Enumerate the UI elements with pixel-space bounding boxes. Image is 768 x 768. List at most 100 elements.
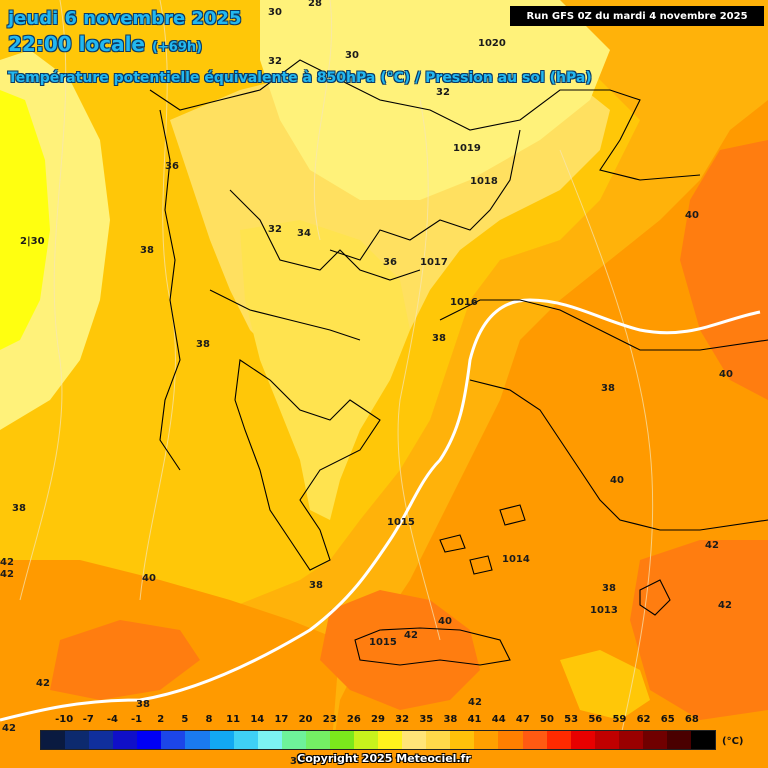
coastline-island (439, 534, 466, 553)
scale-color-cell (474, 731, 499, 749)
scale-color-cell (161, 731, 186, 749)
coastline-black-sea (329, 129, 521, 261)
scale-tick-label: 5 (181, 714, 189, 725)
field-pale-yellow-region (260, 0, 610, 200)
scale-tick-label: 41 (467, 714, 482, 725)
scale-color-cell (257, 731, 282, 749)
border-line (229, 189, 421, 281)
theta-isoline (19, 0, 67, 601)
theta-label: 42 (395, 752, 409, 763)
theta-label: 40 (438, 616, 452, 627)
scale-color-cell (209, 731, 234, 749)
theta-label: 38 (601, 383, 615, 394)
theta-label: 38 (196, 339, 210, 350)
scale-tick-label: 23 (322, 714, 337, 725)
scale-color-cell (65, 731, 90, 749)
bold-isotherm (0, 298, 761, 722)
parameter-title: Température potentielle équivalente à 85… (8, 70, 592, 86)
coastline-turkey (469, 379, 768, 531)
theta-label: 2|30 (20, 236, 45, 247)
scale-tick-label: 44 (491, 714, 506, 725)
theta-isoline (313, 0, 333, 241)
scale-color-cell (642, 731, 668, 749)
coastline-island (499, 504, 526, 526)
scale-tick-label: 29 (371, 714, 385, 725)
scale-color-cell (137, 731, 162, 749)
scale-color-cell (185, 731, 210, 749)
theta-label: 30 (268, 7, 282, 18)
theta-label: 34 (297, 228, 311, 239)
coastline-adriatic (159, 109, 181, 471)
theta-label: 42 (36, 678, 50, 689)
scale-tick-label: -10 (55, 714, 74, 725)
scale-tick-label: 59 (612, 714, 627, 725)
theta-label: 32 (268, 56, 282, 67)
theta-label: 42 (2, 723, 16, 734)
theta-label: 32 (436, 87, 450, 98)
theta-label: 36 (165, 161, 179, 172)
border-line (209, 289, 361, 341)
scale-color-cell (329, 731, 355, 749)
scale-tick-label: 50 (540, 714, 554, 725)
scale-tick-label: 17 (274, 714, 289, 725)
scale-tick-label: 2 (157, 714, 165, 725)
scale-tick-label: 35 (419, 714, 434, 725)
scale-color-cell (41, 731, 66, 749)
scale-color-cell (570, 731, 595, 749)
scale-tick-label: 53 (564, 714, 579, 725)
field-deep-orange-sw (50, 620, 200, 700)
theta-label: 28 (308, 0, 322, 9)
scale-color-cell (450, 731, 475, 749)
border-line (149, 59, 701, 181)
coastline-greece (234, 359, 381, 571)
scale-tick-label: 68 (684, 714, 699, 725)
field-deep-orange-east (680, 140, 768, 400)
scale-color-cell (522, 731, 547, 749)
theta-label: 38 (309, 580, 323, 591)
theta-label: 40 (142, 573, 156, 584)
scale-tick-label: 14 (250, 714, 265, 725)
theta-label: 38 (12, 503, 26, 514)
theta-label: 30 (345, 50, 359, 61)
field-deep-orange-south (320, 590, 480, 710)
theta-isoline (397, 99, 441, 641)
field-deep-orange-se (630, 540, 768, 720)
theta-label: 36 (383, 257, 397, 268)
scale-color-cell (281, 731, 306, 749)
theta-isoline (559, 149, 654, 741)
theta-label: 42 (468, 697, 482, 708)
pressure-label: 1020 (478, 38, 506, 49)
scale-tick-label: -7 (82, 714, 94, 725)
scale-color-cell (594, 731, 619, 749)
scale-color-cell (378, 731, 403, 749)
scale-tick-label: 47 (515, 714, 530, 725)
coastline-rhodes (639, 579, 671, 616)
forecast-lead-time: (+69h) (151, 40, 203, 55)
field-bright-yellow-west (0, 90, 50, 350)
scale-color-cell (354, 731, 379, 749)
scale-tick-label: 20 (298, 714, 313, 725)
pressure-label: 1016 (450, 297, 478, 308)
run-info: Run GFS 0Z du mardi 4 novembre 2025 (510, 6, 764, 26)
copyright-notice: Copyright 2025 Meteociel.fr (297, 752, 471, 765)
theta-label: 40 (719, 369, 733, 380)
theta-label: 42 (404, 630, 418, 641)
coastline-turkey (439, 299, 768, 351)
forecast-time: 22:00 locale (+69h) (8, 32, 202, 56)
forecast-time-value: 22:00 locale (8, 32, 145, 56)
scale-color-cell (305, 731, 330, 749)
scale-tick-label: -1 (131, 714, 143, 725)
coastline-island (469, 555, 493, 575)
color-scale-bar (40, 730, 716, 750)
field-yellow-tongue (240, 220, 410, 520)
scale-color-cell (691, 731, 716, 749)
theta-label: 42 (718, 600, 732, 611)
pressure-label: 1019 (453, 143, 481, 154)
theta-label: 38 (602, 583, 616, 594)
theta-label: 40 (685, 210, 699, 221)
theta-label: 38 (136, 699, 150, 710)
pressure-label: 1014 (502, 554, 530, 565)
theta-label: 38 (140, 245, 154, 256)
